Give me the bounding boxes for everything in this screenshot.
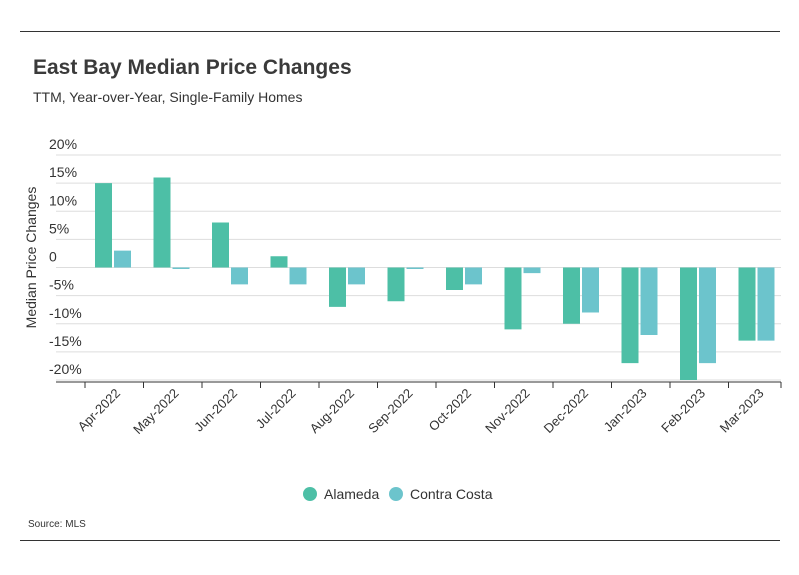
x-tick-label: May-2022	[130, 386, 181, 437]
chart-subtitle: TTM, Year-over-Year, Single-Family Homes	[33, 89, 303, 105]
contra-costa-bar-may-2022	[172, 267, 190, 269]
alameda-bar-oct-2022	[446, 267, 463, 290]
chart-title: East Bay Median Price Changes	[33, 56, 352, 79]
alameda-bar-apr-2022	[95, 183, 112, 268]
alameda-bar-sep-2022	[387, 267, 405, 302]
x-tick-label: Dec-2022	[541, 386, 591, 436]
y-tick-label: -5%	[49, 277, 74, 293]
alameda-bar-nov-2022	[504, 267, 522, 330]
x-tick-label: Oct-2022	[426, 386, 474, 434]
y-axis-label: Median Price Changes	[23, 187, 39, 329]
alameda-bar-mar-2023	[738, 267, 756, 341]
y-tick-label: 10%	[49, 192, 77, 208]
top-rule	[20, 31, 780, 32]
x-tick-label: Mar-2023	[717, 386, 767, 436]
contra-costa-bar-aug-2022	[348, 267, 365, 285]
alameda-bar-aug-2022	[329, 267, 346, 307]
y-tick-label: 0	[49, 249, 57, 265]
legend-swatch-alameda	[303, 487, 317, 501]
legend-label-alameda: Alameda	[324, 486, 379, 502]
contra-costa-bar-feb-2023	[699, 267, 716, 364]
y-tick-label: -20%	[49, 361, 82, 377]
contra-costa-bar-apr-2022	[114, 250, 131, 268]
alameda-bar-may-2022	[153, 177, 171, 268]
y-tick-label: 5%	[49, 220, 69, 236]
contra-costa-bar-jun-2022	[231, 267, 248, 285]
contra-costa-bar-nov-2022	[523, 267, 541, 274]
legend-swatch-contra-costa	[389, 487, 403, 501]
y-tick-label: 20%	[49, 136, 77, 152]
bottom-rule	[20, 540, 780, 541]
source-note: Source: MLS	[28, 519, 86, 530]
contra-costa-bar-sep-2022	[406, 267, 424, 269]
contra-costa-bar-jul-2022	[289, 267, 307, 285]
y-tick-label: 15%	[49, 164, 77, 180]
legend-label-contra-costa: Contra Costa	[410, 486, 493, 502]
x-tick-label: Apr-2022	[75, 386, 123, 434]
alameda-bar-jan-2023	[621, 267, 639, 364]
x-tick-label: Sep-2022	[365, 386, 415, 436]
alameda-bar-jun-2022	[212, 222, 229, 268]
alameda-bar-feb-2023	[680, 267, 697, 380]
contra-costa-bar-mar-2023	[757, 267, 775, 341]
alameda-bar-jul-2022	[270, 256, 288, 268]
alameda-bar-dec-2022	[563, 267, 580, 324]
contra-costa-bar-jan-2023	[640, 267, 658, 335]
x-tick-label: Nov-2022	[482, 386, 532, 436]
x-tick-label: Feb-2023	[658, 386, 708, 436]
x-tick-label: Jan-2023	[601, 386, 650, 435]
y-tick-label: -15%	[49, 333, 82, 349]
contra-costa-bar-dec-2022	[582, 267, 599, 313]
x-tick-label: Aug-2022	[307, 386, 357, 436]
y-tick-label: -10%	[49, 305, 82, 321]
x-tick-label: Jun-2022	[191, 386, 240, 435]
x-tick-label: Jul-2022	[253, 386, 299, 432]
contra-costa-bar-oct-2022	[465, 267, 482, 285]
